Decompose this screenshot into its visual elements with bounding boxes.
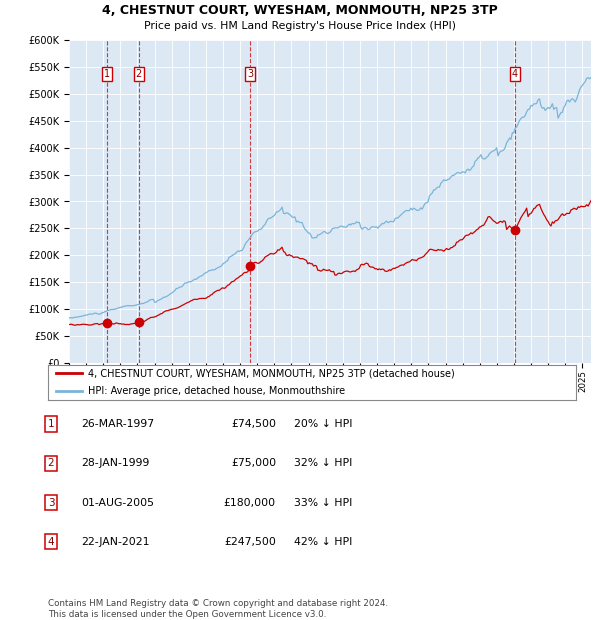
Text: 1: 1 bbox=[104, 69, 110, 79]
Text: Contains HM Land Registry data © Crown copyright and database right 2024.
This d: Contains HM Land Registry data © Crown c… bbox=[48, 600, 388, 619]
Text: £74,500: £74,500 bbox=[231, 419, 276, 430]
Text: £180,000: £180,000 bbox=[224, 497, 276, 508]
Text: 01-AUG-2005: 01-AUG-2005 bbox=[81, 497, 154, 508]
Text: 4, CHESTNUT COURT, WYESHAM, MONMOUTH, NP25 3TP: 4, CHESTNUT COURT, WYESHAM, MONMOUTH, NP… bbox=[102, 4, 498, 17]
Text: 4: 4 bbox=[47, 536, 55, 547]
Text: £75,000: £75,000 bbox=[231, 458, 276, 469]
Text: 42% ↓ HPI: 42% ↓ HPI bbox=[294, 536, 352, 547]
Text: Price paid vs. HM Land Registry's House Price Index (HPI): Price paid vs. HM Land Registry's House … bbox=[144, 21, 456, 31]
Text: 22-JAN-2021: 22-JAN-2021 bbox=[81, 536, 149, 547]
Text: 32% ↓ HPI: 32% ↓ HPI bbox=[294, 458, 352, 469]
Text: £247,500: £247,500 bbox=[224, 536, 276, 547]
Text: 2: 2 bbox=[136, 69, 142, 79]
Text: 28-JAN-1999: 28-JAN-1999 bbox=[81, 458, 149, 469]
Text: HPI: Average price, detached house, Monmouthshire: HPI: Average price, detached house, Monm… bbox=[88, 386, 345, 396]
Text: 2: 2 bbox=[47, 458, 55, 469]
Text: 3: 3 bbox=[47, 497, 55, 508]
Text: 3: 3 bbox=[247, 69, 253, 79]
Text: 1: 1 bbox=[47, 419, 55, 430]
Text: 33% ↓ HPI: 33% ↓ HPI bbox=[294, 497, 352, 508]
Text: 26-MAR-1997: 26-MAR-1997 bbox=[81, 419, 154, 430]
Text: 4: 4 bbox=[512, 69, 518, 79]
Text: 20% ↓ HPI: 20% ↓ HPI bbox=[294, 419, 353, 430]
Text: 4, CHESTNUT COURT, WYESHAM, MONMOUTH, NP25 3TP (detached house): 4, CHESTNUT COURT, WYESHAM, MONMOUTH, NP… bbox=[88, 368, 454, 378]
